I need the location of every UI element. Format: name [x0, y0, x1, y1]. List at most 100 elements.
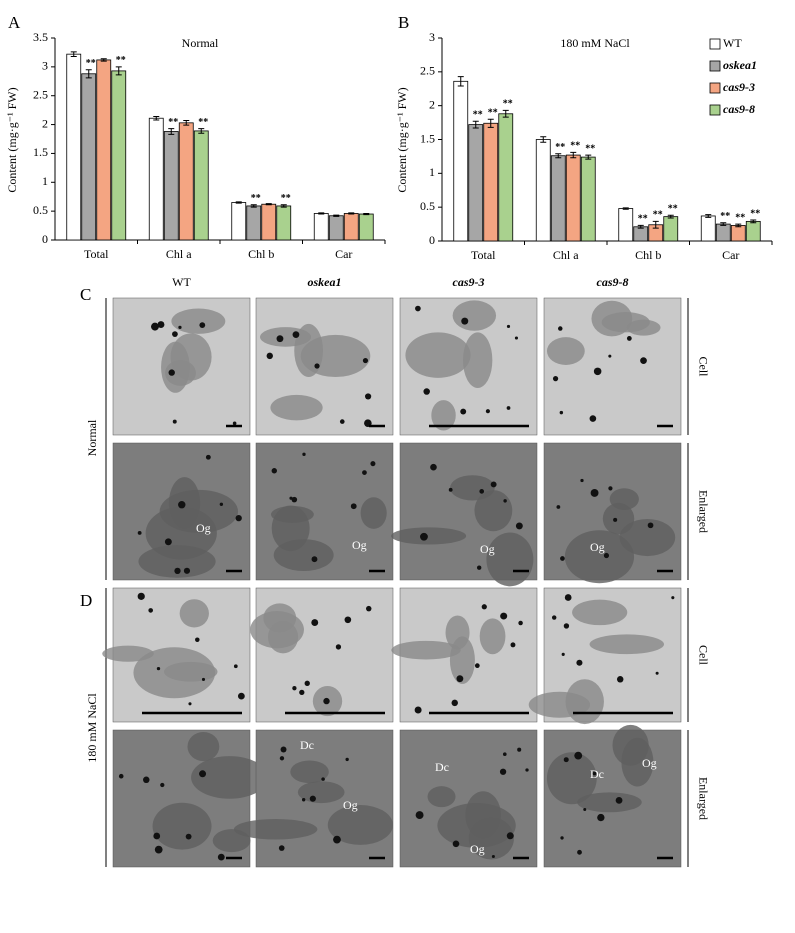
granule — [503, 499, 507, 503]
y-tick-label: 2.5 — [420, 64, 435, 78]
row-label: Cell — [696, 357, 710, 378]
organelle — [449, 636, 475, 684]
y-axis-label: Content (mg·g⁻¹ FW) — [5, 87, 19, 192]
y-tick-label: 3.5 — [33, 30, 48, 44]
significance-label: ** — [473, 110, 483, 121]
granule — [199, 770, 207, 778]
panel-label: A — [8, 13, 21, 32]
x-tick-label: Chl a — [553, 248, 579, 262]
granule — [589, 415, 597, 422]
granule — [370, 461, 376, 467]
bar — [231, 202, 247, 241]
bar — [535, 139, 551, 242]
annotation: Og — [470, 842, 485, 856]
bar — [276, 205, 292, 241]
granule — [423, 388, 430, 395]
organelle — [546, 752, 597, 805]
granule — [515, 522, 523, 530]
organelle — [437, 803, 516, 848]
organelle — [572, 599, 628, 626]
organelle — [565, 679, 604, 725]
bar — [633, 226, 649, 242]
granule — [461, 317, 469, 325]
error-bar — [705, 214, 712, 218]
column-label: cas9-3 — [453, 275, 485, 289]
y-tick-label: 0.5 — [420, 199, 435, 213]
granule — [344, 616, 352, 624]
chart-title: Normal — [182, 36, 219, 50]
granule — [518, 620, 523, 626]
granule — [302, 452, 306, 456]
error-bar — [487, 118, 494, 128]
organelle — [171, 308, 226, 334]
annotation: Og — [590, 540, 605, 554]
organelle — [452, 300, 497, 331]
legend-label: cas9-8 — [723, 102, 755, 116]
granule — [563, 623, 570, 629]
organelle — [133, 647, 216, 699]
y-tick-label: 0 — [42, 232, 48, 246]
x-tick-label: Chl b — [248, 247, 274, 261]
granule — [451, 699, 458, 707]
bar — [745, 220, 761, 242]
annotation: Og — [480, 542, 495, 556]
bar — [550, 155, 566, 242]
organelle — [391, 527, 467, 545]
granule — [362, 357, 369, 364]
granule — [590, 489, 599, 497]
granule — [156, 666, 161, 671]
organelle — [479, 618, 506, 655]
granule — [201, 677, 206, 681]
significance-label: ** — [750, 208, 760, 219]
bar — [111, 70, 127, 241]
granule — [314, 363, 320, 369]
granule — [321, 777, 325, 781]
organelle — [609, 488, 639, 510]
organelle — [577, 792, 642, 813]
error-bar — [570, 151, 577, 159]
granule — [517, 747, 522, 752]
granule — [525, 768, 529, 772]
bar — [483, 122, 499, 242]
bar — [358, 213, 374, 241]
granule — [219, 502, 224, 506]
granule — [157, 321, 165, 329]
granule — [291, 496, 298, 503]
bar — [343, 213, 359, 241]
granule — [233, 664, 238, 669]
error-bar — [540, 136, 547, 143]
granule — [597, 813, 605, 822]
bar — [453, 80, 469, 242]
granule — [333, 835, 341, 844]
significance-label: ** — [555, 142, 565, 153]
error-bar — [652, 220, 659, 229]
column-label: cas9-8 — [597, 275, 629, 289]
y-tick-label: 1.5 — [33, 145, 48, 159]
significance-label: ** — [668, 204, 678, 215]
bar — [246, 205, 262, 241]
granule — [415, 305, 421, 312]
granule — [560, 556, 565, 561]
bar — [148, 117, 164, 241]
x-tick-label: Car — [722, 248, 739, 262]
granule — [178, 325, 182, 329]
granule — [414, 706, 422, 714]
granule — [502, 752, 507, 757]
bar — [715, 223, 731, 242]
legend-label: oskea1 — [723, 58, 757, 72]
error-bar — [750, 219, 757, 224]
error-bar — [622, 207, 629, 210]
granule — [299, 689, 305, 696]
legend-label: cas9-3 — [723, 80, 755, 94]
panel-label: C — [80, 285, 91, 304]
x-tick-label: Total — [471, 248, 496, 262]
granule — [199, 322, 206, 329]
annotation: Og — [642, 756, 657, 770]
legend-swatch — [709, 38, 721, 50]
row-label: Cell — [696, 645, 710, 666]
significance-label: ** — [570, 141, 580, 152]
granule — [593, 367, 602, 376]
granule — [559, 410, 564, 415]
granule — [183, 567, 191, 574]
granule — [237, 692, 245, 700]
